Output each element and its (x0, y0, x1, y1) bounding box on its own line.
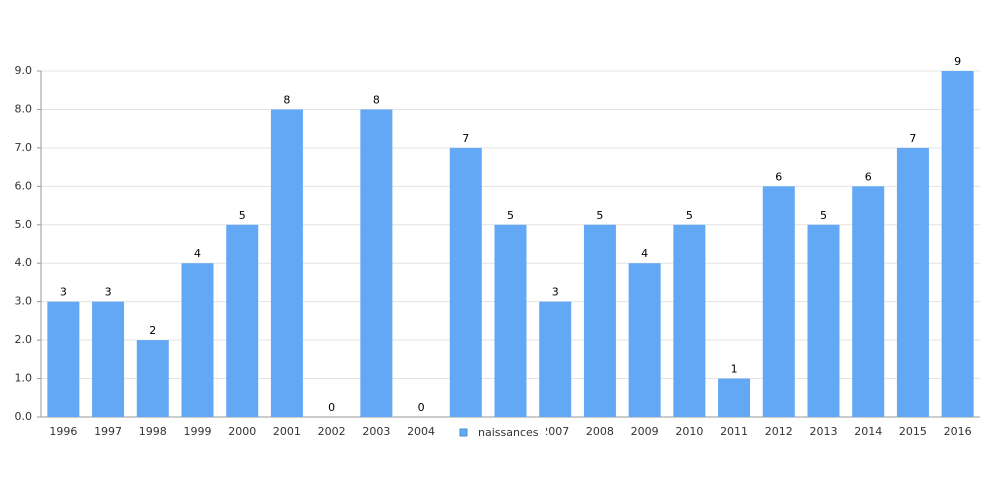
x-tick-label: 1996 (49, 425, 77, 438)
x-tick-label: 2010 (675, 425, 703, 438)
x-tick-label: 2007 (541, 425, 569, 438)
bar (941, 71, 974, 417)
legend-box (452, 423, 546, 443)
legend-swatch (459, 428, 468, 437)
value-label: 6 (865, 170, 872, 183)
x-tick-label: 1999 (184, 425, 212, 438)
value-label: 7 (462, 132, 469, 145)
value-label: 0 (418, 401, 425, 414)
x-tick-label: 2003 (362, 425, 390, 438)
y-tick-label: 5.0 (15, 218, 33, 231)
y-tick-label: 0.0 (15, 410, 33, 423)
bar (762, 186, 795, 417)
y-tick-label: 4.0 (15, 256, 33, 269)
bar (47, 301, 80, 417)
value-label: 9 (954, 55, 961, 68)
bar (92, 301, 125, 417)
bar (136, 340, 169, 417)
x-tick-label: 2001 (273, 425, 301, 438)
value-label: 1 (731, 363, 738, 376)
bar (226, 224, 259, 417)
y-tick-label: 7.0 (15, 141, 33, 154)
x-tick-label: 2000 (228, 425, 256, 438)
value-label: 7 (909, 132, 916, 145)
y-tick-label: 1.0 (15, 372, 33, 385)
value-label: 0 (328, 401, 335, 414)
bar (181, 263, 214, 417)
value-label: 8 (373, 93, 380, 106)
x-tick-label: 2012 (765, 425, 793, 438)
x-tick-label: 2013 (810, 425, 838, 438)
x-tick-label: 2009 (631, 425, 659, 438)
value-label: 5 (820, 209, 827, 222)
x-tick-label: 1997 (94, 425, 122, 438)
bar (360, 109, 393, 417)
bar (270, 109, 303, 417)
value-label: 4 (641, 247, 648, 260)
bar (539, 301, 572, 417)
value-label: 3 (60, 286, 67, 299)
x-tick-label: 2004 (407, 425, 435, 438)
value-label: 6 (775, 170, 782, 183)
bar (896, 147, 929, 417)
bar (449, 147, 482, 417)
value-label: 5 (596, 209, 603, 222)
bar (628, 263, 661, 417)
y-tick-label: 8.0 (15, 102, 33, 115)
value-label: 3 (105, 286, 112, 299)
legend-label: naissances (478, 426, 539, 439)
bar (807, 224, 840, 417)
value-label: 5 (507, 209, 514, 222)
bar (494, 224, 527, 417)
x-tick-label: 2002 (318, 425, 346, 438)
x-tick-label: 2014 (854, 425, 882, 438)
y-tick-label: 6.0 (15, 179, 33, 192)
bar (852, 186, 885, 417)
y-tick-label: 3.0 (15, 295, 33, 308)
x-tick-label: 2011 (720, 425, 748, 438)
value-label: 5 (239, 209, 246, 222)
value-label: 3 (552, 286, 559, 299)
bar (718, 378, 751, 417)
value-label: 2 (149, 324, 156, 337)
y-tick-label: 9.0 (15, 64, 33, 77)
value-label: 4 (194, 247, 201, 260)
x-tick-label: 1998 (139, 425, 167, 438)
y-tick-label: 2.0 (15, 333, 33, 346)
legend: naissances (452, 423, 546, 443)
bar (583, 224, 616, 417)
x-tick-label: 2008 (586, 425, 614, 438)
x-tick-label: 2015 (899, 425, 927, 438)
x-tick-label: 2016 (944, 425, 972, 438)
bar (673, 224, 706, 417)
value-label: 8 (283, 93, 290, 106)
value-label: 5 (686, 209, 693, 222)
